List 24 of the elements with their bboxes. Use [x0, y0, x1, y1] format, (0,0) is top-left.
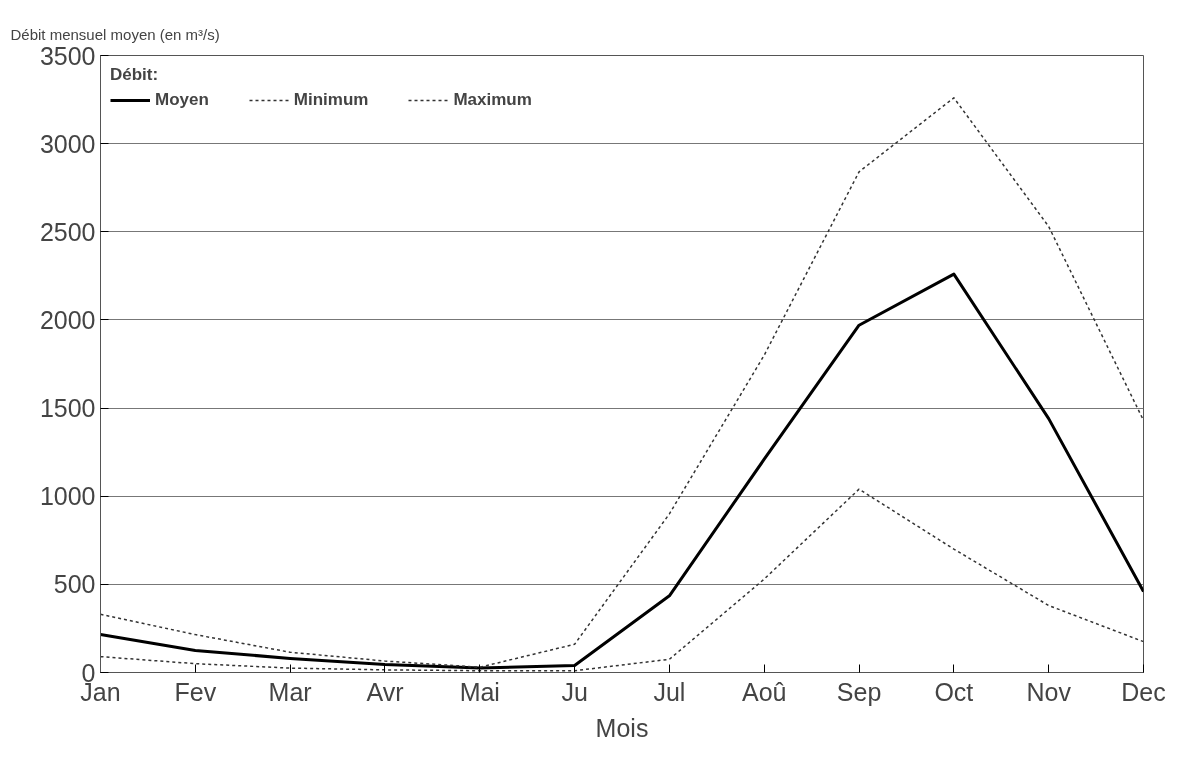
- x-tick-label: Avr: [366, 677, 404, 706]
- x-tick-label: Nov: [1026, 677, 1072, 706]
- x-tick-label: Mai: [459, 677, 500, 706]
- x-tick-label: Fev: [174, 677, 217, 706]
- x-tick-label: Sep: [836, 677, 882, 706]
- x-tick-label: Jul: [653, 677, 686, 706]
- x-tick-label: Mar: [268, 677, 312, 706]
- legend-label: Moyen: [155, 90, 209, 110]
- y-tick-label: 500: [53, 570, 96, 599]
- y-tick-label: 2500: [39, 217, 96, 246]
- x-tick-label: Dec: [1121, 677, 1166, 706]
- y-tick-label: 1000: [39, 482, 96, 511]
- y-tick-label: 3500: [39, 41, 96, 70]
- legend-label: Minimum: [293, 90, 369, 110]
- x-tick-label: Oct: [934, 677, 974, 706]
- y-tick-label: 2000: [39, 305, 96, 334]
- y-tick-label: 1500: [39, 394, 96, 423]
- chart-title: Débit mensuel moyen (en m³/s): [10, 26, 220, 43]
- x-tick-label: Ju: [561, 677, 588, 706]
- legend-label: Maximum: [453, 90, 532, 110]
- x-axis-title: Mois: [595, 713, 649, 742]
- x-tick-label: Aoû: [741, 677, 787, 706]
- y-tick-label: 3000: [39, 129, 96, 158]
- legend-title: Débit:: [110, 65, 160, 85]
